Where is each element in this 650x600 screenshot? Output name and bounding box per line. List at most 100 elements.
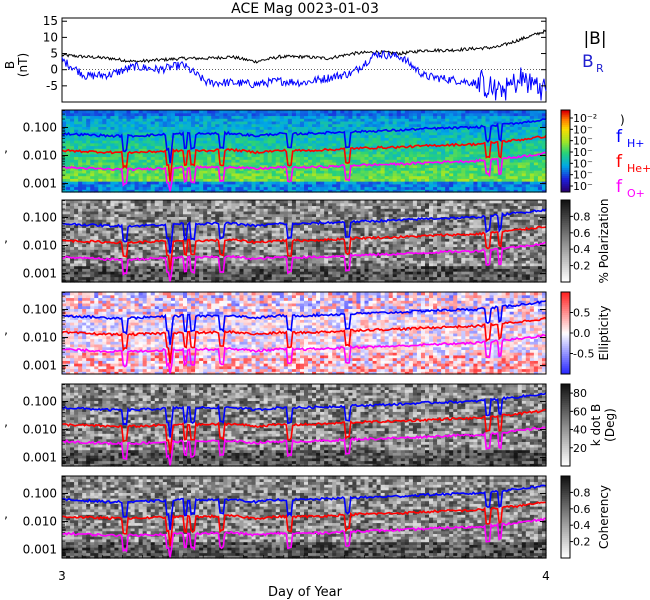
heatmap-cell (82, 159, 87, 163)
heatmap-cell (78, 137, 83, 141)
heatmap-cell (78, 156, 83, 160)
heatmap-cell (114, 186, 120, 190)
heatmap-cell (162, 140, 168, 144)
heatmap-cell (98, 118, 103, 122)
heatmap-cell (86, 164, 91, 168)
heatmap-cell (94, 126, 99, 130)
heatmap-cell (150, 112, 156, 117)
heatmap-cell (78, 151, 83, 155)
heatmap-cell (138, 153, 144, 158)
heatmap-cell (62, 140, 67, 144)
power-heatmap (62, 110, 547, 193)
heatmap-cell (158, 137, 164, 141)
heatmap-cell (110, 110, 116, 114)
heatmap-cell (110, 178, 116, 182)
heatmap-cell (122, 148, 128, 152)
heatmap-cell (66, 186, 71, 190)
heatmap-cell (62, 142, 67, 147)
heatmap-cell (150, 115, 156, 119)
heatmap-cell (126, 140, 132, 144)
heatmap-cell (118, 140, 124, 144)
heatmap-cell (114, 123, 120, 127)
heatmap-cell (90, 123, 95, 127)
heatmap-cell (82, 178, 87, 182)
heatmap-cell (162, 129, 168, 133)
heatmap-cell (122, 120, 128, 125)
heatmap-cell (142, 178, 148, 182)
heatmap-cell (78, 161, 83, 166)
heatmap-cell (154, 148, 160, 152)
heatmap-cell (106, 131, 111, 136)
heatmap-cell (90, 167, 95, 171)
heatmap-cell (102, 126, 107, 130)
heatmap-cell (98, 153, 103, 158)
heatmap-cell (150, 178, 156, 182)
heatmap-cell (98, 161, 103, 166)
heatmap-cell (122, 189, 128, 193)
heatmap-cell (162, 120, 168, 125)
heatmap-cell (82, 118, 87, 122)
heatmap-cell (146, 118, 152, 122)
heatmap-cell (150, 183, 156, 188)
heatmap-cell (146, 129, 152, 133)
heatmap-cell (90, 115, 95, 119)
heatmap-cell (122, 145, 128, 149)
heatmap-cell (98, 123, 103, 127)
heatmap-cell (94, 148, 99, 152)
heatmap-cell (150, 142, 156, 147)
heatmap-cell (70, 189, 75, 193)
heatmap-cell (170, 175, 176, 179)
heatmap-cell (94, 110, 99, 114)
heatmap-cell (146, 123, 152, 127)
heatmap-cell (170, 112, 176, 117)
heatmap-cell (122, 167, 128, 171)
heatmap-cell (122, 134, 128, 138)
heatmap-cell (82, 170, 87, 174)
heatmap-cell (150, 126, 156, 130)
heatmap-cell (70, 186, 75, 190)
heatmap-cell (154, 120, 160, 125)
heatmap-cell (170, 126, 176, 130)
heatmap-cell (154, 126, 160, 130)
heatmap-cell (74, 175, 79, 179)
heatmap-cell (74, 134, 79, 138)
heatmap-cell (78, 148, 83, 152)
heatmap-cell (90, 126, 95, 130)
heatmap-cell (146, 181, 152, 185)
heatmap-cell (146, 161, 152, 166)
heatmap-cell (118, 164, 124, 168)
field-plot-frame (61, 17, 547, 103)
heatmap-cell (102, 156, 107, 160)
heatmap-cell (102, 186, 107, 190)
heatmap-cell (90, 118, 95, 122)
heatmap-cell (70, 126, 75, 130)
heatmap-cell (158, 178, 164, 182)
heatmap-cell (102, 112, 107, 117)
heatmap-cell (154, 134, 160, 138)
heatmap-cell (102, 172, 107, 177)
heatmap-cell (82, 183, 87, 188)
heatmap-cell (62, 129, 67, 133)
heatmap-cell (122, 151, 128, 155)
heatmap-cell (158, 170, 164, 174)
heatmap-cell (94, 131, 99, 136)
heatmap-cell (74, 140, 79, 144)
y-tick-label: 5 (50, 47, 58, 61)
heatmap-cell (138, 148, 144, 152)
heatmap-cell (62, 110, 67, 114)
heatmap-cell (134, 156, 140, 160)
heatmap-cell (90, 148, 95, 152)
heatmap-cell (138, 129, 144, 133)
heatmap-cell (74, 181, 79, 185)
heatmap-cell (66, 181, 71, 185)
heatmap-cell (122, 142, 128, 147)
heatmap-cell (158, 126, 164, 130)
y-tick-label: 0.100 (23, 120, 57, 134)
heatmap-cell (82, 172, 87, 177)
heatmap-cell (78, 126, 83, 130)
heatmap-cell (106, 129, 111, 133)
heatmap-cell (158, 131, 164, 136)
heatmap-cell (114, 181, 120, 185)
heatmap-cell (138, 172, 144, 177)
